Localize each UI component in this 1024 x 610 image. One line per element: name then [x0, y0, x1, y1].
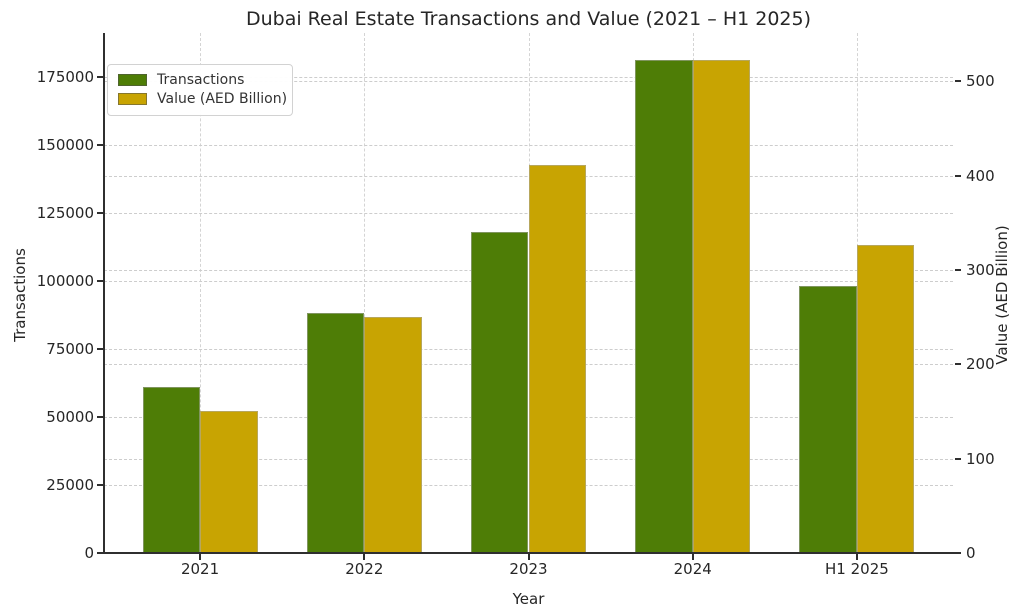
bar-value-aed-billion-2021: [200, 411, 258, 553]
legend-label-value: Value (AED Billion): [157, 91, 288, 107]
right-tick-300: [955, 268, 961, 271]
bar-transactions-h1-2025: [799, 286, 857, 553]
right-tick-200: [955, 363, 961, 366]
bar-transactions-2022: [306, 313, 365, 553]
gridline-right-500: [104, 81, 953, 83]
right-tick-label-300: 300: [966, 260, 995, 279]
y-axis-label-right: Value (AED Billion): [993, 225, 1011, 365]
legend-item-value: Value (AED Billion): [118, 90, 287, 108]
legend: Transactions Value (AED Billion): [107, 64, 293, 116]
left-tick-100000: [97, 279, 103, 282]
left-tick-label-25000: 25000: [46, 475, 94, 494]
left-tick-75000: [97, 347, 103, 350]
x-tick-h1-2025: [855, 554, 858, 560]
right-tick-500: [955, 80, 961, 83]
x-tick-2022: [363, 554, 366, 560]
left-tick-0: [97, 552, 103, 554]
bottom-axis-spine: [103, 552, 955, 554]
x-tick-label-h1-2025: H1 2025: [825, 560, 889, 578]
x-tick-label-2021: 2021: [180, 560, 220, 578]
left-axis-spine: [103, 33, 105, 554]
chart-title: Dubai Real Estate Transactions and Value…: [245, 8, 812, 30]
x-tick-2023: [527, 554, 530, 560]
x-axis-label: Year: [512, 590, 545, 608]
legend-swatch-transactions: [118, 74, 147, 86]
gridline-left-150000: [104, 144, 953, 146]
bar-transactions-2023: [471, 231, 529, 553]
plot-area: [104, 33, 953, 553]
left-tick-25000: [97, 483, 103, 486]
bar-value-aed-billion-2022: [364, 317, 422, 553]
legend-item-transactions: Transactions: [118, 71, 282, 89]
right-tick-label-500: 500: [966, 72, 995, 91]
x-tick-label-2023: 2023: [509, 560, 548, 578]
left-tick-150000: [97, 143, 103, 146]
x-tick-2024: [691, 554, 694, 560]
gridline-vertical-2022: [364, 33, 366, 553]
right-tick-label-100: 100: [966, 449, 995, 468]
bar-transactions-2024: [635, 60, 693, 553]
right-tick-label-400: 400: [966, 166, 995, 185]
x-tick-label-2024: 2024: [673, 560, 712, 578]
left-tick-label-175000: 175000: [36, 67, 94, 86]
left-tick-label-100000: 100000: [36, 271, 94, 290]
right-tick-400: [955, 174, 961, 177]
left-tick-label-125000: 125000: [36, 203, 94, 222]
right-tick-label-200: 200: [966, 355, 995, 374]
left-tick-125000: [97, 211, 103, 214]
x-tick-label-2022: 2022: [345, 560, 384, 578]
bar-value-aed-billion-h1-2025: [856, 245, 915, 553]
left-tick-label-150000: 150000: [36, 135, 94, 154]
bar-value-aed-billion-2023: [528, 165, 586, 553]
left-tick-label-75000: 75000: [46, 339, 94, 358]
legend-label-transactions: Transactions: [157, 72, 245, 88]
left-tick-175000: [97, 75, 103, 78]
bar-transactions-2021: [142, 386, 201, 553]
left-tick-50000: [97, 415, 103, 418]
x-tick-2021: [199, 554, 202, 560]
gridline-vertical-2021: [200, 33, 202, 553]
right-tick-label-0: 0: [966, 544, 976, 562]
gridline-left-175000: [104, 76, 953, 78]
legend-swatch-value: [118, 93, 147, 105]
bar-value-aed-billion-2024: [692, 60, 751, 553]
right-tick-0: [955, 552, 961, 554]
left-tick-label-50000: 50000: [46, 407, 94, 426]
right-tick-100: [955, 457, 961, 460]
left-tick-label-0: 0: [84, 544, 94, 562]
